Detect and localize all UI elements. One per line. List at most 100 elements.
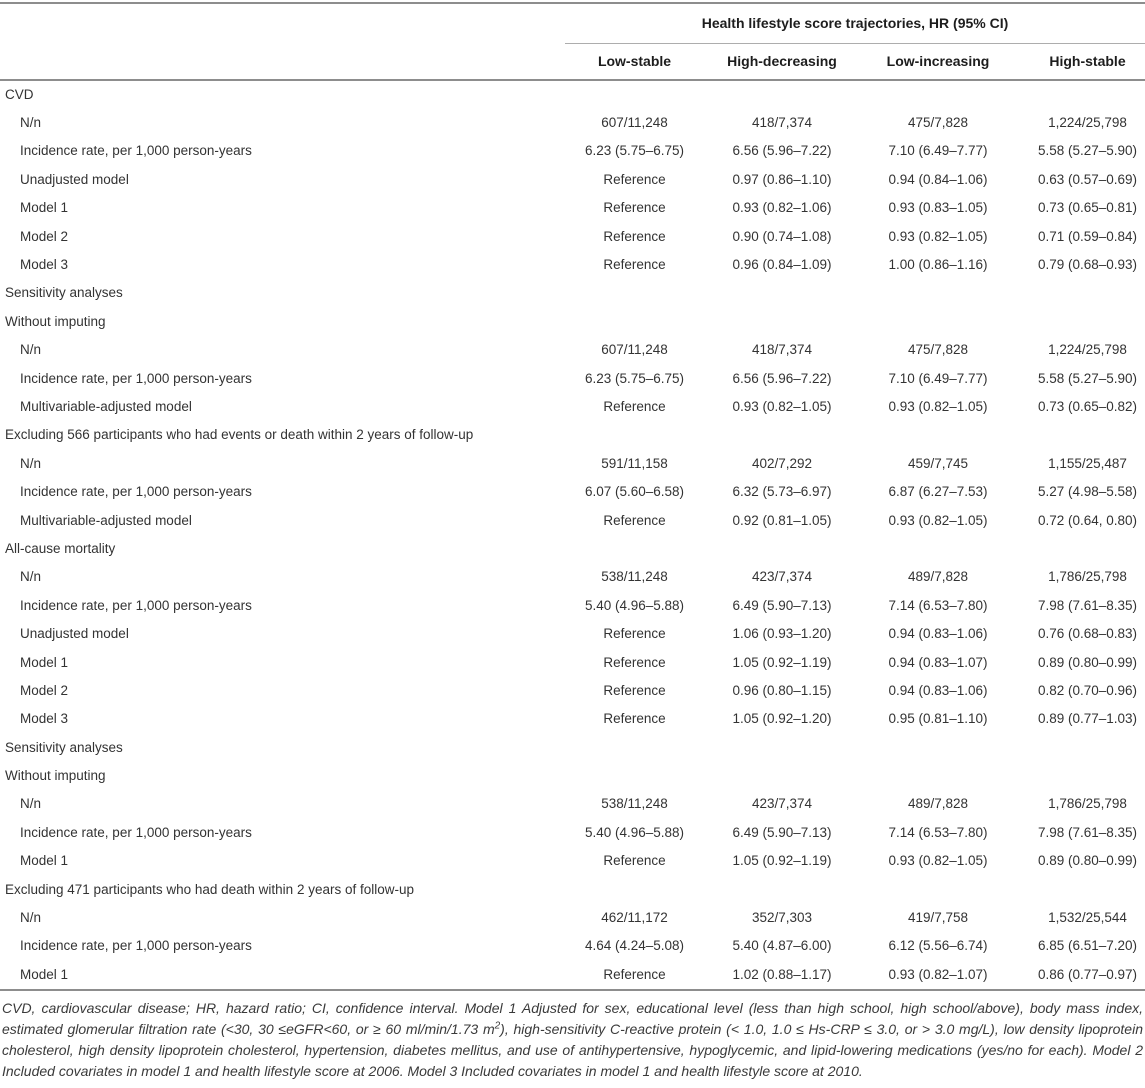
- cell-value: 0.89 (0.77–1.03): [1037, 711, 1138, 727]
- table-row: Incidence rate, per 1,000 person-years 5.…: [0, 591, 1145, 619]
- table-row: Sensitivity analyses: [0, 279, 1145, 307]
- table-row: Model 2 Reference 0.96 (0.80–1.15) 0.94 (0.…: [0, 676, 1145, 704]
- table-row: N/n 591/11,158 402/7,292 459/7,745 1,155/25,…: [0, 449, 1145, 477]
- cell-value: 489/7,828: [907, 796, 969, 812]
- cell-value: 0.63 (0.57–0.69): [1037, 171, 1138, 187]
- row-label: N/n: [20, 115, 42, 131]
- cell-value: 6.87 (6.27–7.53): [888, 484, 988, 500]
- cell-value: Reference: [603, 626, 666, 642]
- cell-value: [704, 80, 860, 108]
- cell-value: 418/7,374: [751, 115, 813, 131]
- cell-value: 0.94 (0.83–1.07): [888, 654, 988, 670]
- spanner-header: Health lifestyle score trajectories, HR …: [565, 3, 1145, 44]
- footnote-superscript: 2: [494, 1019, 501, 1031]
- cell-value: 6.23 (5.75–6.75): [584, 143, 685, 159]
- table-row: Excluding 566 participants who had event…: [0, 421, 1145, 449]
- cell-value: [1016, 307, 1145, 335]
- cell-value: 6.23 (5.75–6.75): [584, 370, 685, 386]
- row-label: Incidence rate, per 1,000 person-years: [20, 370, 252, 386]
- table-row: All-cause mortality: [0, 534, 1145, 562]
- cell-value: [565, 733, 704, 761]
- table-row: Model 1 Reference 0.93 (0.82–1.06) 0.93 (0.…: [0, 194, 1145, 222]
- cell-value: 0.94 (0.84–1.06): [888, 171, 988, 187]
- row-label: Model 2: [20, 682, 69, 698]
- cell-value: [704, 733, 860, 761]
- cell-value: 0.96 (0.80–1.15): [732, 682, 832, 698]
- cell-value: [1016, 761, 1145, 789]
- table-row: Model 1 Reference 1.05 (0.92–1.19) 0.94 (0.…: [0, 648, 1145, 676]
- section-label: Without imputing: [5, 313, 106, 329]
- cell-value: 1.06 (0.93–1.20): [732, 626, 832, 642]
- column-header-low-increasing: Low-increasing: [860, 43, 1016, 81]
- row-label: N/n: [20, 569, 42, 585]
- cell-value: 0.95 (0.81–1.10): [888, 711, 988, 727]
- cell-value: [565, 279, 704, 307]
- cell-value: [565, 80, 704, 108]
- cell-value: 423/7,374: [751, 796, 813, 812]
- table-row: Multivariable-adjusted model Reference 0.9…: [0, 506, 1145, 534]
- cell-value: Reference: [603, 966, 666, 982]
- footnote-text: CVD, cardiovascular disease; HR, hazard …: [2, 999, 1143, 1037]
- row-label: Model 3: [20, 257, 69, 273]
- cell-value: 1.05 (0.92–1.19): [732, 654, 832, 670]
- cell-value: [1016, 534, 1145, 562]
- cell-value: 0.93 (0.82–1.05): [732, 398, 832, 414]
- cell-value: [1016, 733, 1145, 761]
- cell-value: 0.82 (0.70–0.96): [1037, 682, 1138, 698]
- cell-value: 6.56 (5.96–7.22): [732, 143, 832, 159]
- cell-value: 7.14 (6.53–7.80): [888, 597, 988, 613]
- cell-value: 6.85 (6.51–7.20): [1037, 938, 1138, 954]
- cell-value: 0.72 (0.64, 0.80): [1037, 512, 1138, 528]
- row-label: Unadjusted model: [20, 171, 129, 187]
- cell-value: 5.40 (4.96–5.88): [584, 597, 685, 613]
- cell-value: 5.40 (4.87–6.00): [732, 938, 832, 954]
- row-label: Model 3: [20, 711, 69, 727]
- cell-value: 5.40 (4.96–5.88): [584, 824, 685, 840]
- cell-value: 475/7,828: [907, 115, 969, 131]
- cell-value: [1016, 80, 1145, 108]
- cell-value: 591/11,158: [601, 455, 668, 471]
- cell-value: 0.71 (0.59–0.84): [1037, 228, 1138, 244]
- cell-value: 0.73 (0.65–0.81): [1037, 200, 1138, 216]
- cell-value: [704, 875, 860, 903]
- cell-value: 1,224/25,798: [1048, 342, 1127, 358]
- cell-value: 6.49 (5.90–7.13): [732, 824, 832, 840]
- table-row: Incidence rate, per 1,000 person-years 6.…: [0, 364, 1145, 392]
- cell-value: [704, 761, 860, 789]
- footnote-text: ), high-sensitivity C-reactive protein (…: [2, 1020, 1143, 1079]
- table-stub-cell: [0, 3, 565, 43]
- cell-value: [860, 761, 1016, 789]
- cell-value: 423/7,374: [751, 569, 813, 585]
- section-label: Sensitivity analyses: [5, 739, 123, 755]
- section-label: All-cause mortality: [5, 540, 116, 556]
- table-row: Model 3 Reference 0.96 (0.84–1.09) 1.00 (0.…: [0, 250, 1145, 278]
- table-row: Incidence rate, per 1,000 person-years 5.…: [0, 818, 1145, 846]
- table-row: N/n 538/11,248 423/7,374 489/7,828 1,786/25,…: [0, 790, 1145, 818]
- cell-value: Reference: [603, 682, 666, 698]
- cell-value: [860, 421, 1016, 449]
- cell-value: 1,786/25,798: [1048, 569, 1127, 585]
- cell-value: 0.94 (0.83–1.06): [888, 626, 988, 642]
- cell-value: 0.79 (0.68–0.93): [1037, 257, 1138, 273]
- cell-value: Reference: [603, 200, 666, 216]
- table-header: Health lifestyle score trajectories, HR …: [0, 3, 1145, 81]
- cell-value: 352/7,303: [751, 910, 813, 926]
- cell-value: 402/7,292: [751, 455, 813, 471]
- cell-value: [1016, 421, 1145, 449]
- row-label: N/n: [20, 910, 42, 926]
- cell-value: 0.89 (0.80–0.99): [1037, 853, 1138, 869]
- table-row: Incidence rate, per 1,000 person-years 4.…: [0, 932, 1145, 960]
- cell-value: 462/11,172: [601, 910, 668, 926]
- cell-value: 459/7,745: [907, 455, 969, 471]
- cell-value: 538/11,248: [601, 569, 668, 585]
- table-row: Multivariable-adjusted model Reference 0.9…: [0, 392, 1145, 420]
- cell-value: 489/7,828: [907, 569, 969, 585]
- cell-value: 0.93 (0.82–1.05): [888, 853, 988, 869]
- table-row: N/n 462/11,172 352/7,303 419/7,758 1,532/25,…: [0, 903, 1145, 931]
- cell-value: 1.00 (0.86–1.16): [888, 257, 988, 273]
- cell-value: 0.93 (0.82–1.05): [888, 512, 988, 528]
- cell-value: 419/7,758: [907, 910, 969, 926]
- section-label: Without imputing: [5, 768, 106, 784]
- cell-value: 0.93 (0.82–1.05): [888, 228, 988, 244]
